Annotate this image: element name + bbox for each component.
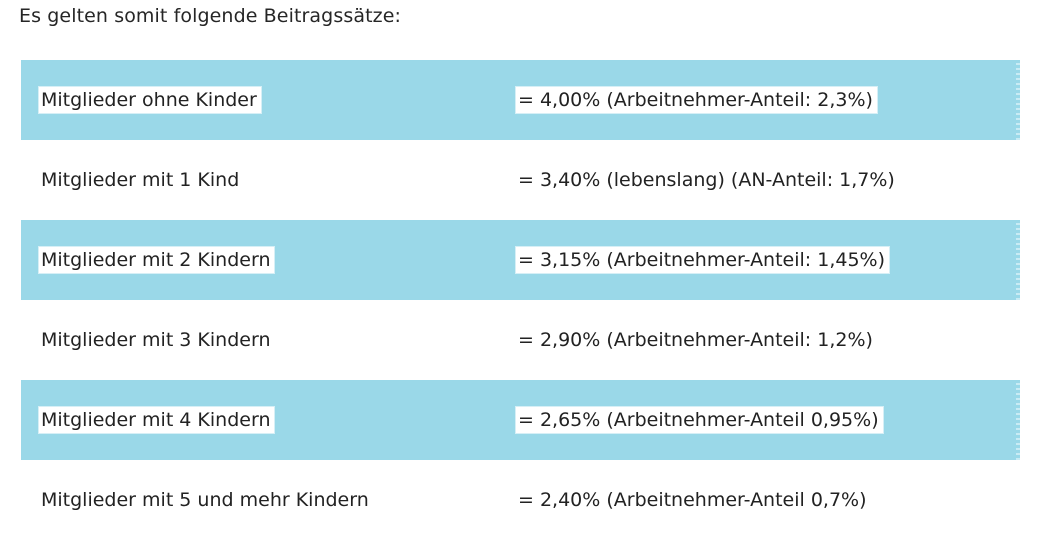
- contribution-rate-value: = 2,65% (Arbeitnehmer-Anteil 0,95%): [516, 407, 883, 433]
- table-row: Mitglieder mit 2 Kindern = 3,15% (Arbeit…: [21, 220, 1020, 300]
- table-row: Mitglieder mit 1 Kind = 3,40% (lebenslan…: [21, 140, 1018, 220]
- member-group-label: Mitglieder mit 3 Kindern: [41, 329, 271, 351]
- contribution-rate-value: = 3,15% (Arbeitnehmer-Anteil: 1,45%): [516, 247, 890, 273]
- intro-text: Es gelten somit folgende Beitragssätze:: [19, 5, 401, 27]
- table-row: Mitglieder mit 5 und mehr Kindern = 2,40…: [21, 460, 1018, 540]
- member-group-label: Mitglieder mit 5 und mehr Kindern: [41, 489, 369, 511]
- contribution-rate-value: = 2,90% (Arbeitnehmer-Anteil: 1,2%): [518, 329, 873, 351]
- contribution-rate-table: Mitglieder ohne Kinder = 4,00% (Arbeitne…: [21, 60, 1020, 540]
- table-row: Mitglieder ohne Kinder = 4,00% (Arbeitne…: [21, 60, 1020, 140]
- contribution-rate-value: = 3,40% (lebenslang) (AN-Anteil: 1,7%): [518, 169, 895, 191]
- member-group-label: Mitglieder mit 2 Kindern: [39, 247, 275, 273]
- member-group-label: Mitglieder ohne Kinder: [39, 87, 261, 113]
- member-group-label: Mitglieder mit 1 Kind: [41, 169, 240, 191]
- table-row: Mitglieder mit 3 Kindern = 2,90% (Arbeit…: [21, 300, 1018, 380]
- member-group-label: Mitglieder mit 4 Kindern: [39, 407, 275, 433]
- contribution-rate-value: = 2,40% (Arbeitnehmer-Anteil 0,7%): [518, 489, 867, 511]
- contribution-rate-value: = 4,00% (Arbeitnehmer-Anteil: 2,3%): [516, 87, 877, 113]
- table-row: Mitglieder mit 4 Kindern = 2,65% (Arbeit…: [21, 380, 1020, 460]
